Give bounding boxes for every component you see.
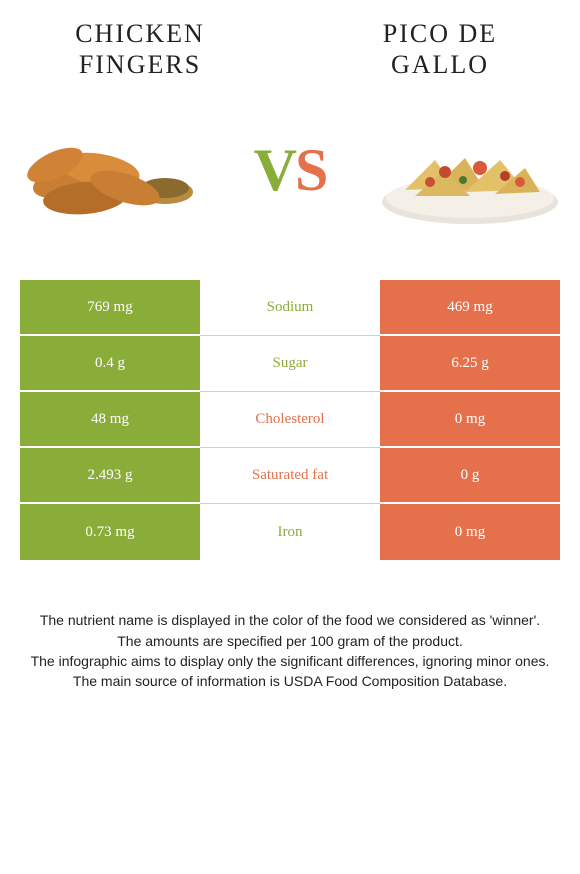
left-food-title: Chicken fingers <box>40 18 240 80</box>
footnote-line: The nutrient name is displayed in the co… <box>20 610 560 630</box>
right-food-title: Pico de gallo <box>340 18 540 80</box>
header: Chicken fingers Pico de gallo <box>0 0 580 80</box>
table-row: 0.4 gSugar6.25 g <box>20 336 560 392</box>
left-value: 0.73 mg <box>20 504 200 560</box>
nutrient-label: Sodium <box>200 280 380 336</box>
footnotes: The nutrient name is displayed in the co… <box>20 610 560 691</box>
chicken-fingers-image <box>15 110 205 230</box>
comparison-table: 769 mgSodium469 mg0.4 gSugar6.25 g48 mgC… <box>20 280 560 560</box>
right-value: 0 mg <box>380 504 560 560</box>
footnote-line: The main source of information is USDA F… <box>20 671 560 691</box>
hero-row: VS <box>0 80 580 260</box>
left-value: 48 mg <box>20 392 200 448</box>
left-value: 769 mg <box>20 280 200 336</box>
vs-v: V <box>254 137 295 203</box>
table-row: 48 mgCholesterol0 mg <box>20 392 560 448</box>
right-value: 0 mg <box>380 392 560 448</box>
right-value: 0 g <box>380 448 560 504</box>
footnote-line: The amounts are specified per 100 gram o… <box>20 631 560 651</box>
nutrient-label: Cholesterol <box>200 392 380 448</box>
table-row: 769 mgSodium469 mg <box>20 280 560 336</box>
vs-label: VS <box>254 136 327 205</box>
pico-de-gallo-image <box>375 110 565 230</box>
left-value: 0.4 g <box>20 336 200 392</box>
right-value: 6.25 g <box>380 336 560 392</box>
table-row: 0.73 mgIron0 mg <box>20 504 560 560</box>
nutrient-label: Saturated fat <box>200 448 380 504</box>
nutrient-label: Iron <box>200 504 380 560</box>
left-value: 2.493 g <box>20 448 200 504</box>
nutrient-label: Sugar <box>200 336 380 392</box>
vs-s: S <box>295 137 326 203</box>
table-row: 2.493 gSaturated fat0 g <box>20 448 560 504</box>
footnote-line: The infographic aims to display only the… <box>20 651 560 671</box>
right-value: 469 mg <box>380 280 560 336</box>
